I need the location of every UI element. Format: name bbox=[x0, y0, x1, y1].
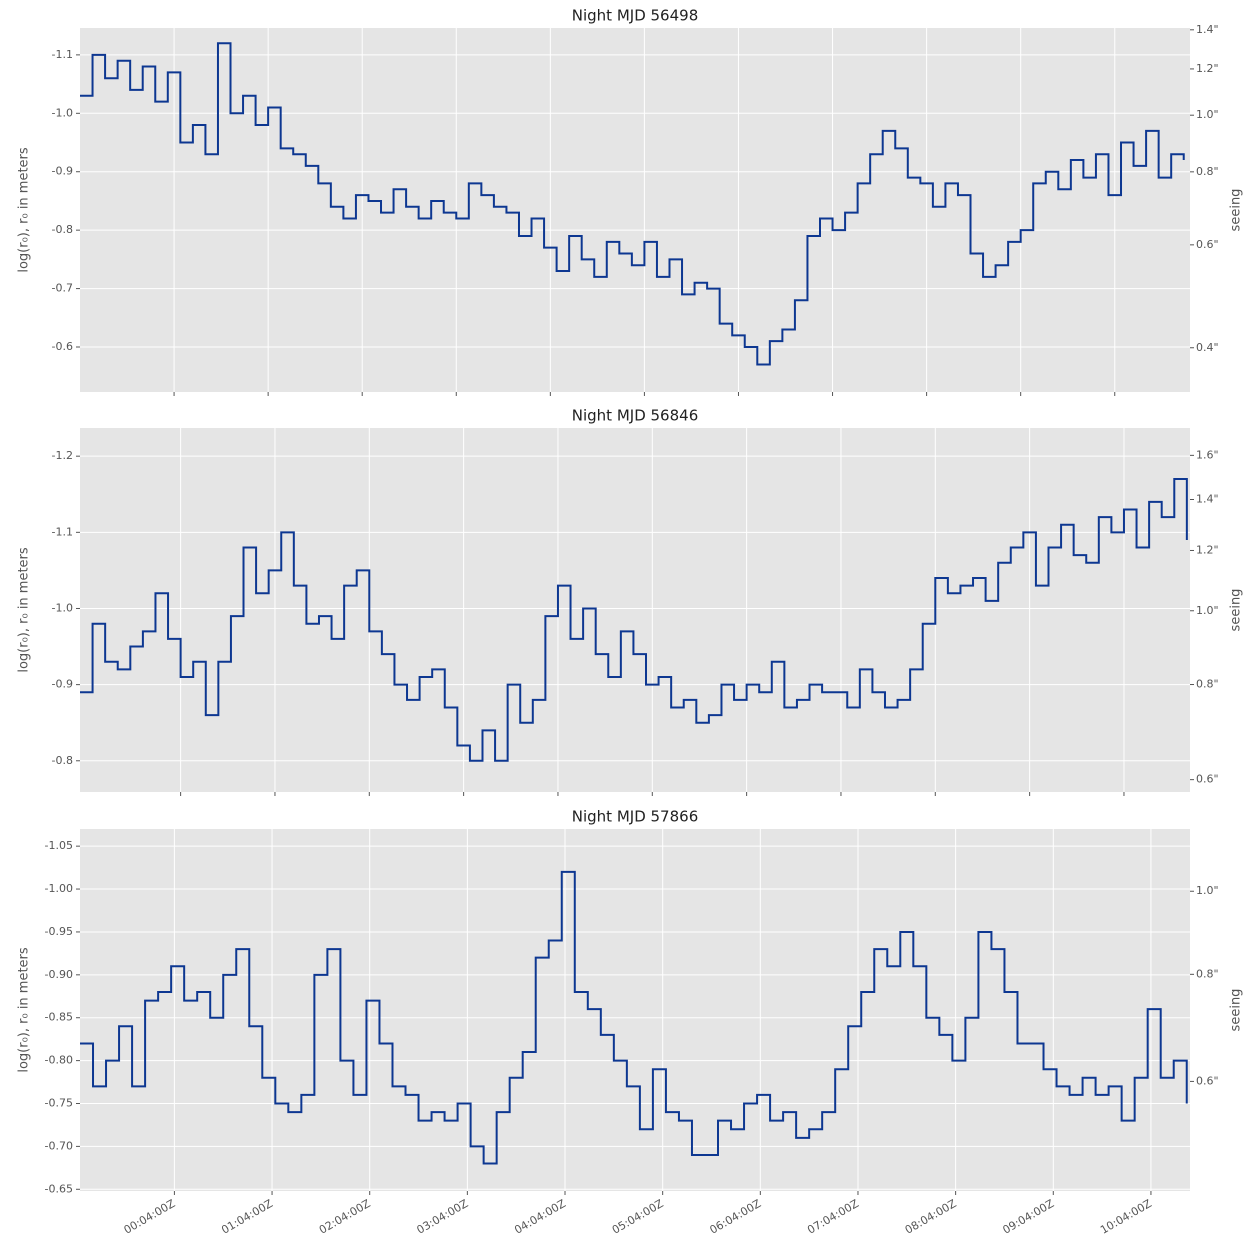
x-tick-label: 05:04:00Z bbox=[610, 1197, 666, 1237]
x-tick-label: 02:04:00Z bbox=[317, 1197, 373, 1237]
plot-background bbox=[80, 428, 1190, 792]
y-tick-label: -0.90 bbox=[45, 968, 73, 981]
y-tick-label: -0.8 bbox=[52, 754, 73, 767]
x-tick-label: 03:04:00Z bbox=[415, 1197, 471, 1237]
x-tick-label: 04:04:00Z bbox=[512, 1197, 568, 1237]
y-tick-label: -0.95 bbox=[45, 925, 73, 938]
y-tick-label: -0.80 bbox=[45, 1054, 73, 1067]
x-tick-label: 10:04:00Z bbox=[1098, 1197, 1154, 1237]
subplot: Night MJD 57866 log(r₀), r₀ in meters seei… bbox=[17, 808, 1244, 1237]
x-tick-label: 01:04:00Z bbox=[219, 1197, 275, 1237]
y2-tick-label: 1.4" bbox=[1196, 493, 1219, 506]
y-tick-label: -0.9 bbox=[52, 678, 73, 691]
y2-tick-label: 0.6" bbox=[1196, 773, 1219, 786]
y-tick-label: -1.2 bbox=[52, 449, 73, 462]
data-line bbox=[80, 478, 1188, 762]
x-tick-label: 06:04:00Z bbox=[707, 1197, 763, 1237]
y-tick-label: -1.0 bbox=[52, 106, 73, 119]
y2-tick-label: 0.6" bbox=[1196, 1074, 1219, 1087]
y2-axis-label: seeing bbox=[1229, 589, 1244, 632]
y-tick-label: -0.7 bbox=[52, 282, 73, 295]
x-tick-label: 07:04:00Z bbox=[805, 1197, 861, 1237]
y2-tick-label: 0.4" bbox=[1196, 341, 1219, 354]
y-axis-label: log(r₀), r₀ in meters bbox=[17, 147, 32, 273]
x-tick-label: 09:04:00Z bbox=[1000, 1197, 1056, 1237]
y-tick-label: -0.6 bbox=[52, 340, 73, 353]
y-tick-label: -1.0 bbox=[52, 601, 73, 614]
y-tick-label: -0.9 bbox=[52, 165, 73, 178]
y-tick-label: -1.1 bbox=[52, 48, 73, 61]
chart-title: Night MJD 56498 bbox=[572, 7, 698, 25]
y-axis-label: log(r₀), r₀ in meters bbox=[17, 547, 32, 673]
y2-axis-label: seeing bbox=[1229, 189, 1244, 232]
y-tick-label: -0.8 bbox=[52, 223, 73, 236]
y-tick-label: -1.05 bbox=[45, 839, 73, 852]
chart-title: Night MJD 56846 bbox=[572, 407, 698, 425]
y-tick-label: -1.00 bbox=[45, 882, 73, 895]
subplot: Night MJD 56498 log(r₀), r₀ in meters seei… bbox=[17, 7, 1244, 396]
y2-tick-label: 1.6" bbox=[1196, 448, 1219, 461]
x-tick-label: 08:04:00Z bbox=[903, 1197, 959, 1237]
y-tick-label: -0.75 bbox=[45, 1097, 73, 1110]
plot-background bbox=[80, 28, 1190, 392]
y2-tick-label: 0.8" bbox=[1196, 967, 1219, 980]
y-tick-label: -0.70 bbox=[45, 1139, 73, 1152]
y2-axis-label: seeing bbox=[1229, 989, 1244, 1032]
x-tick-label: 00:04:00Z bbox=[122, 1197, 178, 1237]
y-axis-label: log(r₀), r₀ in meters bbox=[17, 947, 32, 1073]
y2-tick-label: 0.6" bbox=[1196, 238, 1219, 251]
plot-background bbox=[80, 829, 1190, 1191]
data-line bbox=[80, 870, 1188, 1165]
y2-tick-label: 1.4" bbox=[1196, 23, 1219, 36]
y2-tick-label: 1.2" bbox=[1196, 62, 1219, 75]
y2-tick-label: 1.2" bbox=[1196, 543, 1219, 556]
y2-tick-label: 1.0" bbox=[1196, 604, 1219, 617]
y2-tick-label: 0.8" bbox=[1196, 165, 1219, 178]
chart-title: Night MJD 57866 bbox=[572, 808, 698, 826]
y-tick-label: -0.85 bbox=[45, 1011, 73, 1024]
data-line bbox=[80, 42, 1185, 366]
subplot: Night MJD 56846 log(r₀), r₀ in meters seei… bbox=[17, 407, 1244, 796]
y2-tick-label: 1.0" bbox=[1196, 884, 1219, 897]
y2-tick-label: 1.0" bbox=[1196, 108, 1219, 121]
y2-tick-label: 0.8" bbox=[1196, 678, 1219, 691]
y-tick-label: -1.1 bbox=[52, 525, 73, 538]
y-tick-label: -0.65 bbox=[45, 1182, 73, 1195]
